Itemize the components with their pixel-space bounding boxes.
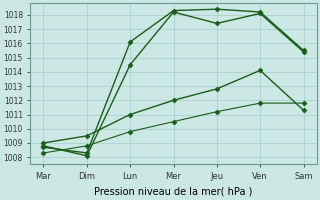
X-axis label: Pression niveau de la mer( hPa ): Pression niveau de la mer( hPa ) [94, 187, 253, 197]
